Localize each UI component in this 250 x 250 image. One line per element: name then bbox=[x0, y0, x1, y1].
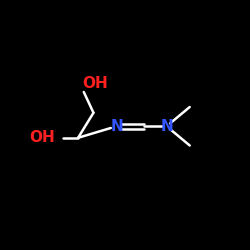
Text: N: N bbox=[110, 119, 123, 134]
Text: OH: OH bbox=[29, 130, 55, 145]
Text: N: N bbox=[160, 119, 173, 134]
Text: OH: OH bbox=[82, 76, 108, 92]
